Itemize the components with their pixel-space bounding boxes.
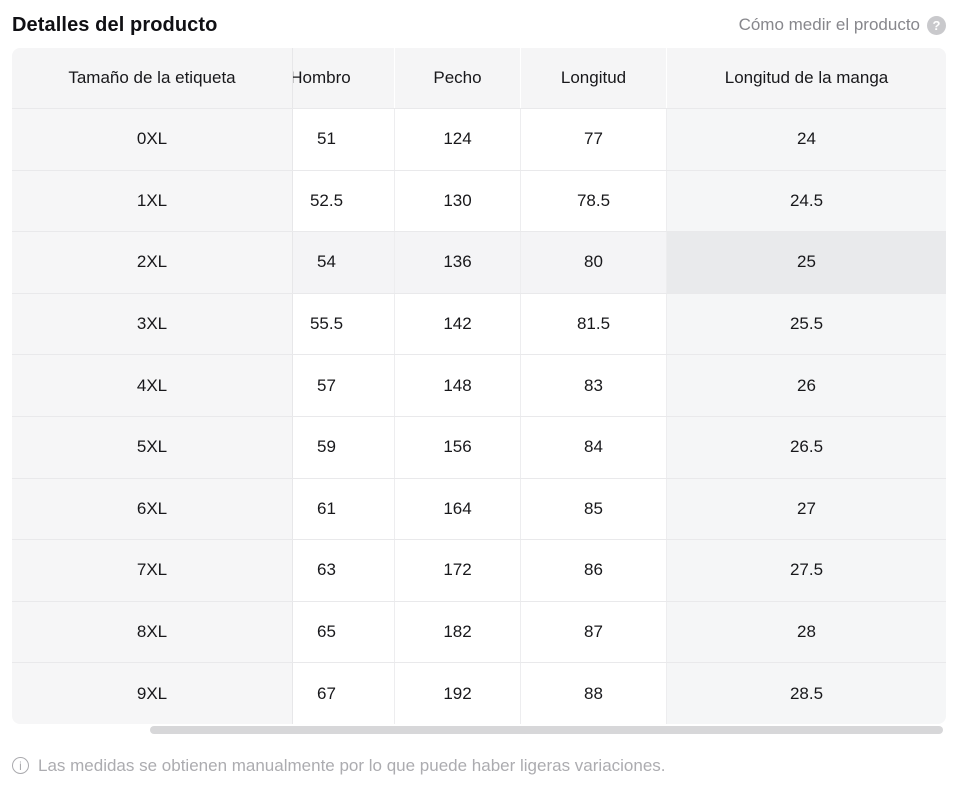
shoulder-cell: 61 — [293, 478, 395, 540]
table-row[interactable]: 1XL 52.5 130 78.5 24.5 — [12, 169, 946, 232]
length-cell: 81.5 — [521, 293, 667, 355]
shoulder-cell: 51 — [293, 109, 395, 170]
page-title: Detalles del producto — [12, 13, 218, 36]
size-table-body: 0XL 51 124 77 24 1XL 52.5 130 78.5 24.5 … — [12, 108, 946, 724]
size-table[interactable]: Tamaño de la etiqueta Hombro Pecho Longi… — [12, 48, 946, 724]
shoulder-cell: 52.5 — [293, 170, 395, 232]
chest-cell: 192 — [395, 663, 521, 724]
col-header-chest: Pecho — [395, 48, 521, 108]
length-cell: 83 — [521, 355, 667, 416]
col-header-shoulder: Hombro — [293, 48, 395, 108]
horizontal-scrollbar[interactable] — [12, 725, 946, 734]
size-label-cell: 5XL — [12, 416, 293, 478]
length-cell: 85 — [521, 478, 667, 540]
chest-cell: 136 — [395, 232, 521, 293]
chest-cell: 156 — [395, 416, 521, 478]
sleeve-length-cell: 24 — [667, 109, 946, 170]
sleeve-length-cell: 28.5 — [667, 663, 946, 724]
col-header-length: Longitud — [521, 48, 667, 108]
size-label-cell: 1XL — [12, 170, 293, 232]
chest-cell: 148 — [395, 355, 521, 416]
size-label-cell: 0XL — [12, 109, 293, 170]
length-cell: 88 — [521, 663, 667, 724]
shoulder-cell: 57 — [293, 355, 395, 416]
table-row[interactable]: 6XL 61 164 85 27 — [12, 477, 946, 540]
size-label-cell: 9XL — [12, 663, 293, 724]
chest-cell: 130 — [395, 170, 521, 232]
how-to-measure-label: Cómo medir el producto — [738, 15, 920, 34]
size-label-cell: 7XL — [12, 540, 293, 601]
sleeve-length-cell: 24.5 — [667, 170, 946, 232]
length-cell: 80 — [521, 232, 667, 293]
measurement-note: i Las medidas se obtienen manualmente po… — [12, 756, 946, 776]
shoulder-cell: 59 — [293, 416, 395, 478]
size-table-header-row: Tamaño de la etiqueta Hombro Pecho Longi… — [12, 48, 946, 108]
scrollbar-thumb[interactable] — [150, 725, 943, 734]
panel-header: Detalles del producto Cómo medir el prod… — [0, 0, 958, 40]
shoulder-cell: 54 — [293, 232, 395, 293]
info-icon: i — [12, 757, 29, 775]
shoulder-cell: 55.5 — [293, 293, 395, 355]
size-label-cell: 2XL — [12, 232, 293, 293]
table-row[interactable]: 4XL 57 148 83 26 — [12, 354, 946, 416]
shoulder-cell: 67 — [293, 663, 395, 724]
chest-cell: 142 — [395, 293, 521, 355]
chest-cell: 182 — [395, 601, 521, 663]
how-to-measure-link[interactable]: Cómo medir el producto ? — [739, 15, 946, 35]
size-label-cell: 3XL — [12, 293, 293, 355]
sleeve-length-cell: 28 — [667, 601, 946, 663]
sleeve-length-cell: 25.5 — [667, 293, 946, 355]
table-row[interactable]: 2XL 54 136 80 25 — [12, 231, 946, 293]
sleeve-length-cell: 27.5 — [667, 540, 946, 601]
col-header-sleeve-length: Longitud de la manga — [667, 48, 946, 108]
sleeve-length-cell: 26.5 — [667, 416, 946, 478]
table-row[interactable]: 3XL 55.5 142 81.5 25.5 — [12, 292, 946, 355]
product-details-panel: Detalles del producto Cómo medir el prod… — [0, 0, 958, 776]
table-row[interactable]: 5XL 59 156 84 26.5 — [12, 415, 946, 478]
sleeve-length-cell: 26 — [667, 355, 946, 416]
sleeve-length-cell: 27 — [667, 478, 946, 540]
length-cell: 78.5 — [521, 170, 667, 232]
shoulder-cell: 65 — [293, 601, 395, 663]
col-header-label-size: Tamaño de la etiqueta — [12, 48, 293, 108]
sleeve-length-cell: 25 — [667, 232, 946, 293]
table-row[interactable]: 0XL 51 124 77 24 — [12, 108, 946, 170]
table-row[interactable]: 9XL 67 192 88 28.5 — [12, 662, 946, 724]
chest-cell: 124 — [395, 109, 521, 170]
length-cell: 77 — [521, 109, 667, 170]
shoulder-cell: 63 — [293, 540, 395, 601]
help-question-icon[interactable]: ? — [927, 15, 946, 35]
length-cell: 86 — [521, 540, 667, 601]
chest-cell: 172 — [395, 540, 521, 601]
note-text: Las medidas se obtienen manualmente por … — [38, 755, 666, 775]
chest-cell: 164 — [395, 478, 521, 540]
size-label-cell: 8XL — [12, 601, 293, 663]
length-cell: 84 — [521, 416, 667, 478]
table-row[interactable]: 8XL 65 182 87 28 — [12, 600, 946, 663]
length-cell: 87 — [521, 601, 667, 663]
size-label-cell: 4XL — [12, 355, 293, 416]
table-row[interactable]: 7XL 63 172 86 27.5 — [12, 539, 946, 601]
size-label-cell: 6XL — [12, 478, 293, 540]
